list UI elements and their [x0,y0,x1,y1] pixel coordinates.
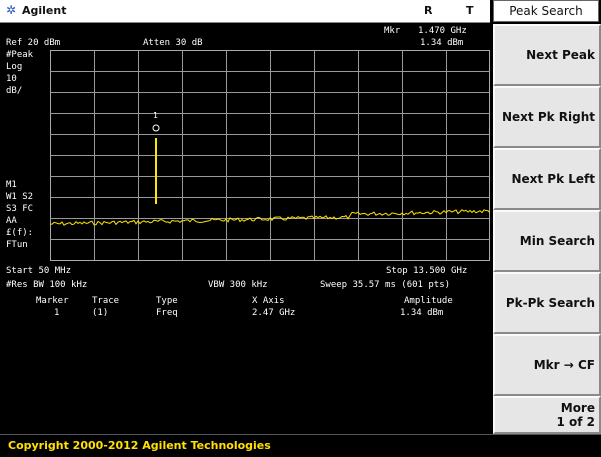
brand-label: Agilent [22,4,67,17]
title-bar: ✲ Agilent R T [0,0,490,23]
more-button[interactable]: More 1 of 2 [493,396,601,434]
m1-label: M1 [6,180,17,190]
trigger-indicator: T [466,4,474,17]
scale-type: Log [6,62,23,72]
detector-peak: #Peak [6,50,34,60]
marker-number: 1 [153,111,158,120]
resolution-bw: #Res BW 100 kHz [6,280,88,290]
marker-table-header-trace: Trace [92,296,120,306]
marker-label: Mkr [384,26,401,36]
marker-table-cell-trace: (1) [92,308,109,318]
remote-indicator: R [424,4,433,17]
scale-unit: dB/ [6,86,23,96]
marker-amplitude: 1.34 dBm [420,38,464,48]
trace-1 [50,209,490,226]
scale-value: 10 [6,74,17,84]
marker-table-cell-amplitude: 1.34 dBm [400,308,444,318]
start-frequency: Start 50 MHz [6,266,72,276]
ref-level: Ref 20 dBm [6,38,61,48]
marker-to-cf-button[interactable]: Mkr → CF [493,334,601,396]
w1-s2-label: W1 S2 [6,192,34,202]
marker-table-header-xaxis: X Axis [252,296,285,306]
marker-table-header-amplitude: Amplitude [404,296,453,306]
sweep-time: Sweep 35.57 ms (601 pts) [320,280,451,290]
menu-title: Peak Search [493,0,599,22]
marker-table-cell-xaxis: 2.47 GHz [252,308,296,318]
more-label: More [560,401,595,415]
marker-table-cell-type: Freq [156,308,178,318]
marker-table-header-marker: Marker [36,296,69,306]
status-bar: Copyright 2000-2012 Agilent Technologies [0,434,601,457]
aa-label: AA [6,216,17,226]
min-search-button[interactable]: Min Search [493,210,601,272]
marker-table-cell-marker: 1 [54,308,60,318]
s3-fc-label: S3 FC [6,204,34,214]
next-peak-left-button[interactable]: Next Pk Left [493,148,601,210]
copyright-text: Copyright 2000-2012 Agilent Technologies [8,439,271,452]
more-page-label: 1 of 2 [556,415,595,429]
agilent-spark-icon: ✲ [6,3,17,17]
spectrum-plot: 1 [50,50,490,261]
video-bw: VBW 300 kHz [208,280,268,290]
marker-frequency: 1.470 GHz [418,26,467,36]
pk-pk-search-button[interactable]: Pk-Pk Search [493,272,601,334]
ftun2-label: FTun [6,240,28,250]
marker-diamond [152,124,160,132]
stop-frequency: Stop 13.500 GHz [386,266,468,276]
next-peak-right-button[interactable]: Next Pk Right [493,86,601,148]
marker-table-header-type: Type [156,296,178,306]
next-peak-button[interactable]: Next Peak [493,24,601,86]
attenuation: Atten 30 dB [143,38,203,48]
ftun-label: £(f): [6,228,34,238]
